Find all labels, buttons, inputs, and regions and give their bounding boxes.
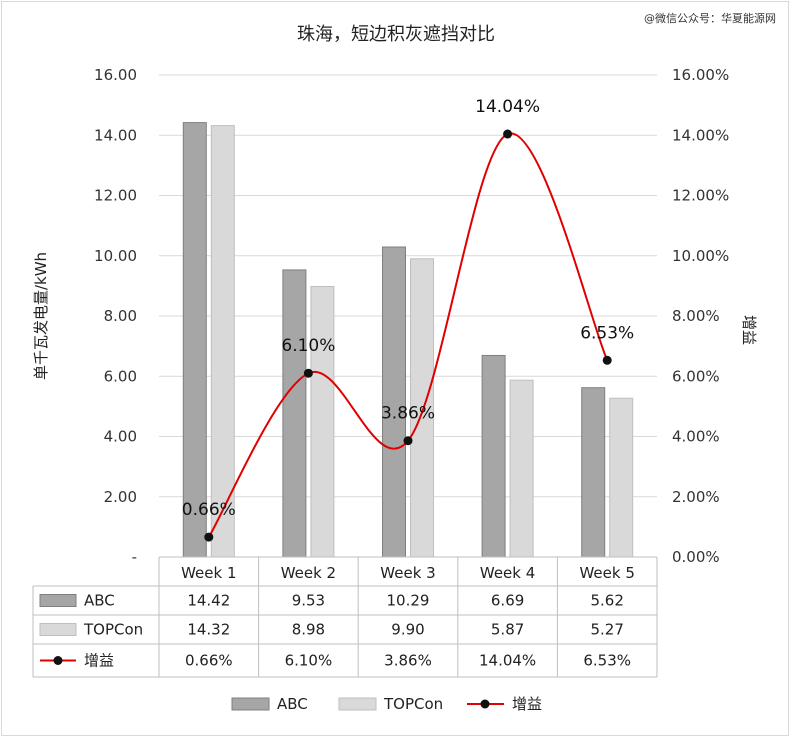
table-category: Week 5: [579, 564, 634, 582]
y-axis-label: 单千瓦发电量/kWh: [32, 252, 50, 380]
table-category: Week 3: [380, 564, 435, 582]
y2-tick-label: 2.00%: [672, 488, 720, 506]
table-cell: 3.86%: [384, 652, 432, 670]
table-cell: 5.87: [491, 621, 524, 639]
y-tick-label: 16.00: [94, 66, 137, 84]
bar-abc: [481, 354, 506, 558]
y-tick-label: 14.00: [94, 126, 137, 144]
gain-point: [602, 355, 612, 365]
y2-tick-label: 16.00%: [672, 66, 729, 84]
gain-data-label: 0.66%: [182, 500, 236, 520]
y2-tick-label: 6.00%: [672, 367, 720, 385]
y-tick-label: 12.00: [94, 187, 137, 205]
gain-data-label: 6.53%: [580, 323, 634, 343]
gain-data-label: 3.86%: [381, 404, 435, 424]
bar-topcon: [509, 379, 534, 558]
table-cell: 9.90: [391, 621, 424, 639]
y-tick-label: 2.00: [104, 488, 137, 506]
gain-data-label: 14.04%: [475, 97, 540, 117]
bar-abc: [282, 269, 307, 558]
table-cell: 6.10%: [285, 652, 333, 670]
table-cell: 6.53%: [583, 652, 631, 670]
table-key-marker: [53, 656, 63, 665]
table-cell: 14.04%: [479, 652, 536, 670]
table-cell: 5.27: [590, 621, 623, 639]
y-tick-label: 8.00: [104, 307, 137, 325]
legend-key-topcon: [338, 697, 377, 711]
y-tick-label: 4.00: [104, 428, 137, 446]
legend-key-marker: [480, 699, 490, 709]
y2-tick-label: 8.00%: [672, 307, 720, 325]
table-series-name: TOPCon: [83, 621, 143, 639]
y-tick-label: 6.00: [104, 367, 137, 385]
table-key-topcon: [39, 623, 77, 636]
gain-point: [403, 436, 413, 446]
gain-point: [303, 368, 313, 378]
table-cell: 0.66%: [185, 652, 233, 670]
table-cell: 9.53: [292, 592, 325, 610]
legend-key-abc: [231, 697, 270, 711]
bar-abc: [182, 122, 207, 558]
table-cell: 10.29: [387, 592, 430, 610]
y2-axis-label: 增益: [740, 315, 758, 345]
table-category: Week 2: [281, 564, 336, 582]
y2-tick-label: 14.00%: [672, 126, 729, 144]
chart-title: 珠海，短边积灰遮挡对比: [297, 24, 495, 45]
legend-label: 增益: [512, 695, 542, 713]
bar-abc: [382, 246, 406, 558]
table-cell: 14.42: [187, 592, 230, 610]
table-series-name: ABC: [84, 592, 115, 610]
y2-tick-label: 4.00%: [672, 428, 720, 446]
gain-line: [207, 132, 609, 538]
gain-data-label: 6.10%: [281, 336, 335, 356]
y-tick-label: -: [132, 548, 137, 566]
bar-topcon: [310, 285, 335, 558]
legend-label: ABC: [277, 695, 308, 713]
gain-point: [204, 532, 214, 542]
bar-abc: [581, 387, 606, 558]
legend-label: TOPCon: [383, 695, 443, 713]
table-cell: 8.98: [292, 621, 325, 639]
table-cell: 5.62: [590, 592, 623, 610]
y2-tick-label: 10.00%: [672, 247, 729, 265]
y-tick-label: 10.00: [94, 247, 137, 265]
table-series-name: 增益: [84, 652, 114, 670]
table-cell: 14.32: [187, 621, 230, 639]
table-key-abc: [39, 594, 77, 607]
bar-topcon: [609, 397, 634, 558]
table-category: Week 1: [181, 564, 236, 582]
gain-point: [503, 129, 513, 139]
y2-tick-label: 12.00%: [672, 187, 729, 205]
y2-tick-label: 0.00%: [672, 548, 720, 566]
watermark: @微信公众号：华夏能源网: [644, 12, 776, 25]
table-category: Week 4: [480, 564, 535, 582]
table-cell: 6.69: [491, 592, 524, 610]
